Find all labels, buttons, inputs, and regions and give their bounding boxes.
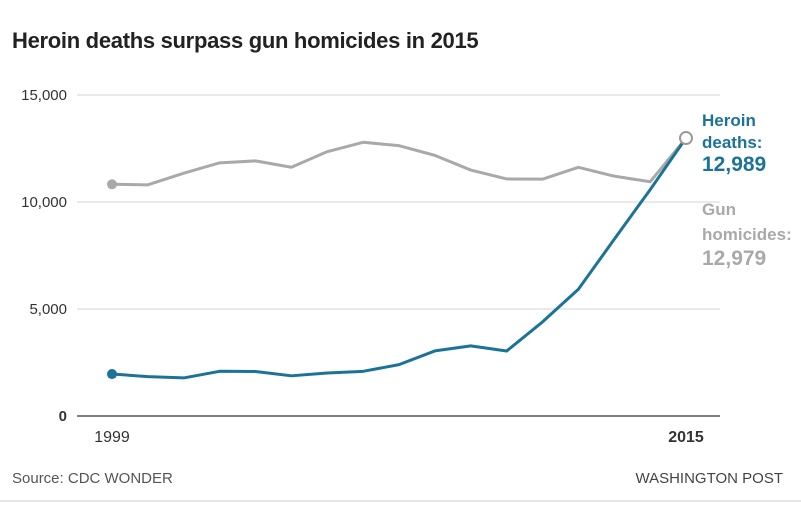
gun-label: homicides: (702, 225, 792, 244)
end-point (679, 131, 693, 146)
gun-value: 12,979 (702, 247, 766, 270)
heroin-deaths-line (111, 137, 688, 380)
x-tick-label: 1999 (94, 429, 130, 446)
gun-homicides-line (111, 137, 688, 187)
gun-label: Gun (702, 200, 736, 219)
x-tick-label: 2015 (668, 429, 704, 446)
heroin-label: deaths: (702, 133, 762, 152)
chart-title: Heroin deaths surpass gun homicides in 2… (12, 28, 479, 53)
y-tick-label: 5,000 (29, 301, 67, 318)
y-tick-label: 0 (59, 408, 67, 425)
credit: WASHINGTON POST (635, 470, 783, 487)
y-tick-label: 15,000 (21, 87, 67, 104)
heroin-start-point (107, 369, 117, 380)
gun-start-point (107, 179, 117, 190)
source-note: Source: CDC WONDER (12, 470, 173, 487)
y-tick-label: 10,000 (21, 194, 67, 211)
heroin-value: 12,989 (702, 153, 766, 176)
heroin-label: Heroin (702, 111, 756, 130)
divider (0, 500, 801, 502)
